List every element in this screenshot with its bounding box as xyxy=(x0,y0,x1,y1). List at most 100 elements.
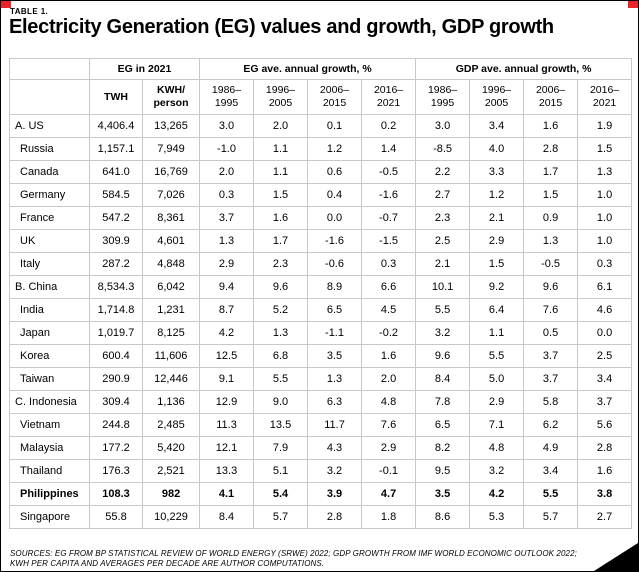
header-eg-2006-2015: 2006– 2015 xyxy=(307,79,363,115)
value-cell: 55.8 xyxy=(89,505,143,529)
value-cell: 1,157.1 xyxy=(89,137,143,161)
value-cell: 9.4 xyxy=(199,275,255,299)
value-cell: 1.9 xyxy=(577,114,633,138)
value-cell: 4.9 xyxy=(523,436,579,460)
value-cell: 9.1 xyxy=(199,367,255,391)
country-cell: Russia xyxy=(9,137,90,161)
table-row: Canada 641.0 16,769 2.0 1.1 0.6 -0.5 2.2 3.3 1.7 1… xyxy=(9,160,633,184)
value-cell: 2.1 xyxy=(469,206,525,230)
table-row: Malaysia 177.2 5,420 12.1 7.9 4.3 2.9 8.2 4.8 4.9… xyxy=(9,436,633,460)
value-cell: 4.2 xyxy=(199,321,255,345)
table-row: Italy 287.2 4,848 2.9 2.3 -0.6 0.3 2.1 1.5 -0.5 0.… xyxy=(9,252,633,276)
value-cell: 7,949 xyxy=(141,137,201,161)
value-cell: -8.5 xyxy=(415,137,471,161)
value-cell: 0.0 xyxy=(307,206,363,230)
country-cell: Italy xyxy=(9,252,90,276)
value-cell: 11,606 xyxy=(141,344,201,368)
value-cell: 2,521 xyxy=(141,459,201,483)
value-cell: 1.5 xyxy=(469,252,525,276)
value-cell: 5.5 xyxy=(523,482,579,506)
value-cell: -1.1 xyxy=(307,321,363,345)
value-cell: 0.9 xyxy=(523,206,579,230)
value-cell: 8.4 xyxy=(415,367,471,391)
value-cell: 4.6 xyxy=(577,298,633,322)
value-cell: -1.5 xyxy=(361,229,417,253)
value-cell: 8,125 xyxy=(141,321,201,345)
value-cell: 2.3 xyxy=(415,206,471,230)
value-cell: 4,601 xyxy=(141,229,201,253)
header-group-gdp-growth: GDP ave. annual growth, % xyxy=(415,58,633,80)
value-cell: 5.5 xyxy=(415,298,471,322)
value-cell: 0.5 xyxy=(523,321,579,345)
country-cell: Taiwan xyxy=(9,367,90,391)
value-cell: 5.3 xyxy=(469,505,525,529)
value-cell: 1,136 xyxy=(141,390,201,414)
table-body: A. US 4,406.4 13,265 3.0 2.0 0.1 0.2 3.0 3.4 1.6 1… xyxy=(9,114,633,529)
value-cell: 7.8 xyxy=(415,390,471,414)
country-cell: Philippines xyxy=(9,482,90,506)
value-cell: 5.7 xyxy=(523,505,579,529)
value-cell: 5.8 xyxy=(523,390,579,414)
table-row: France 547.2 8,361 3.7 1.6 0.0 -0.7 2.3 2.1 0.9 1.… xyxy=(9,206,633,230)
value-cell: 0.6 xyxy=(307,160,363,184)
value-cell: 3.7 xyxy=(523,367,579,391)
table-row: Vietnam 244.8 2,485 11.3 13.5 11.7 7.6 6.5 7.1 6.… xyxy=(9,413,633,437)
value-cell: 3.0 xyxy=(199,114,255,138)
value-cell: 1,019.7 xyxy=(89,321,143,345)
value-cell: 0.3 xyxy=(361,252,417,276)
header-gdp-1996-2005: 1996– 2005 xyxy=(469,79,525,115)
value-cell: 7.6 xyxy=(361,413,417,437)
value-cell: 1.6 xyxy=(577,459,633,483)
value-cell: 8.6 xyxy=(415,505,471,529)
value-cell: -0.6 xyxy=(307,252,363,276)
header-eg-1996-2005: 1996– 2005 xyxy=(253,79,309,115)
value-cell: 3.7 xyxy=(199,206,255,230)
value-cell: 13.3 xyxy=(199,459,255,483)
value-cell: 1.3 xyxy=(253,321,309,345)
value-cell: 3.4 xyxy=(577,367,633,391)
value-cell: 0.0 xyxy=(577,321,633,345)
country-cell: Thailand xyxy=(9,459,90,483)
table-row: Japan 1,019.7 8,125 4.2 1.3 -1.1 -0.2 3.2 1.1 0.5… xyxy=(9,321,633,345)
value-cell: 584.5 xyxy=(89,183,143,207)
value-cell: 1.2 xyxy=(469,183,525,207)
value-cell: 1.6 xyxy=(523,114,579,138)
value-cell: 6.2 xyxy=(523,413,579,437)
value-cell: 4.2 xyxy=(469,482,525,506)
value-cell: 4.8 xyxy=(361,390,417,414)
value-cell: 8.4 xyxy=(199,505,255,529)
value-cell: 8,361 xyxy=(141,206,201,230)
header-group-row: EG in 2021 EG ave. annual growth, % GDP … xyxy=(9,58,633,80)
value-cell: 1.5 xyxy=(523,183,579,207)
value-cell: 6.6 xyxy=(361,275,417,299)
value-cell: 5.1 xyxy=(253,459,309,483)
table-row: Russia 1,157.1 7,949 -1.0 1.1 1.2 1.4 -8.5 4.0 2.… xyxy=(9,137,633,161)
value-cell: 6.8 xyxy=(253,344,309,368)
country-cell: Singapore xyxy=(9,505,90,529)
country-cell: A. US xyxy=(9,114,90,138)
value-cell: 0.2 xyxy=(361,114,417,138)
value-cell: 1,714.8 xyxy=(89,298,143,322)
value-cell: 4,848 xyxy=(141,252,201,276)
value-cell: 0.3 xyxy=(577,252,633,276)
table-row: A. US 4,406.4 13,265 3.0 2.0 0.1 0.2 3.0 3.4 1.6 1… xyxy=(9,114,633,138)
country-cell: India xyxy=(9,298,90,322)
header-twh: TWH xyxy=(89,79,143,115)
value-cell: -0.2 xyxy=(361,321,417,345)
header-gdp-2006-2015: 2006– 2015 xyxy=(523,79,579,115)
value-cell: 600.4 xyxy=(89,344,143,368)
value-cell: 7.9 xyxy=(253,436,309,460)
value-cell: 2.0 xyxy=(361,367,417,391)
value-cell: 3.8 xyxy=(577,482,633,506)
value-cell: 5.4 xyxy=(253,482,309,506)
value-cell: 0.3 xyxy=(199,183,255,207)
value-cell: 3.2 xyxy=(469,459,525,483)
value-cell: 8.9 xyxy=(307,275,363,299)
black-corner-triangle xyxy=(594,543,638,571)
country-cell: B. China xyxy=(9,275,90,299)
value-cell: 1.5 xyxy=(577,137,633,161)
value-cell: -1.6 xyxy=(361,183,417,207)
value-cell: 6.1 xyxy=(577,275,633,299)
value-cell: 108.3 xyxy=(89,482,143,506)
